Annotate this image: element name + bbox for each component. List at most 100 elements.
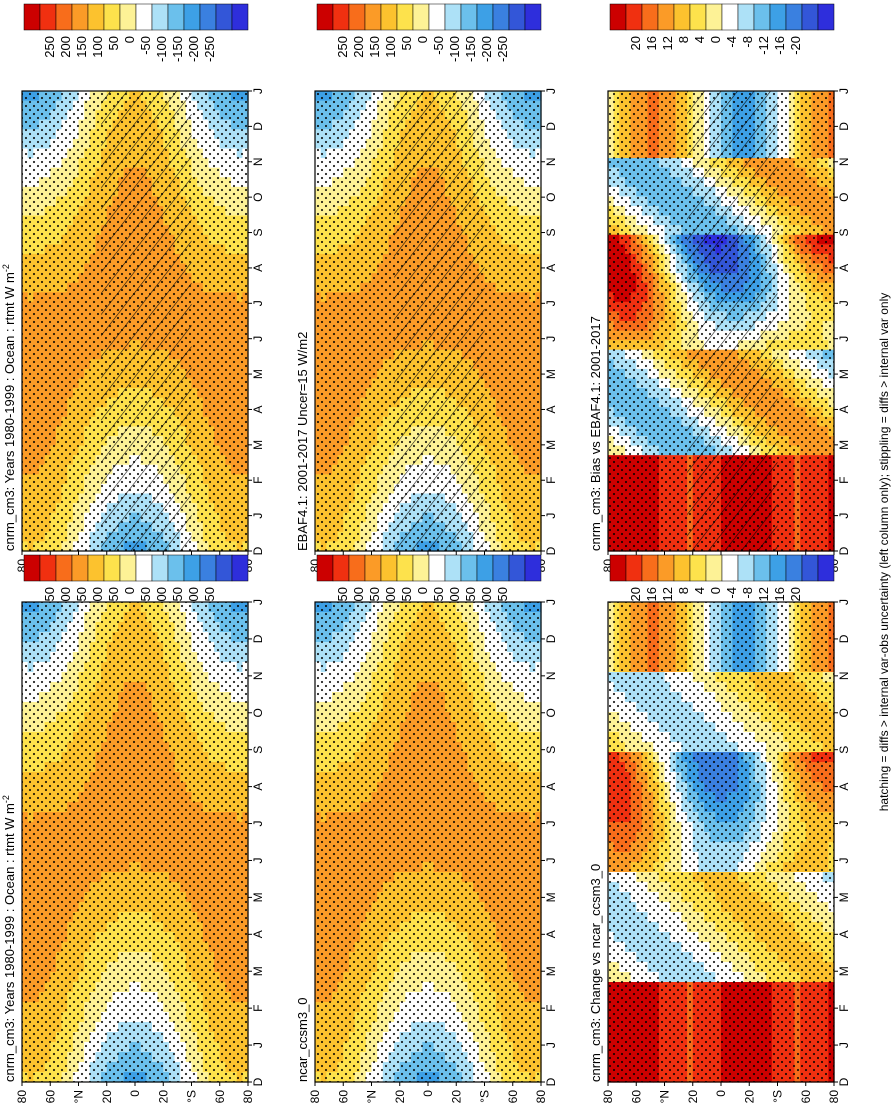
colorbar-swatch <box>103 3 121 31</box>
month-label: N <box>251 672 265 681</box>
month-label: S <box>251 229 265 237</box>
colorbar-swatch <box>183 554 201 582</box>
colorbar-swatch <box>231 3 249 31</box>
colorbar-label: 250 <box>42 36 57 58</box>
colorbar-label: -150 <box>463 36 478 62</box>
hatch-overlay <box>101 91 192 551</box>
colorbar-label: 50 <box>399 36 414 50</box>
colorbar-label: 100 <box>90 36 105 58</box>
month-label: J <box>251 513 265 519</box>
colorbar-swatch <box>87 554 105 582</box>
panel-title-superscript: -2 <box>1 264 11 272</box>
lat-label: 80 <box>15 1090 29 1104</box>
month-label: J <box>251 336 265 342</box>
month-label: J <box>251 599 265 605</box>
month-label: J <box>251 857 265 863</box>
colorbar-label: -150 <box>170 36 185 62</box>
colorbar-swatch <box>151 3 169 31</box>
month-label: D <box>251 546 265 555</box>
colorbar-swatch <box>119 3 137 31</box>
colorbar-label: 0 <box>122 587 137 594</box>
colorbar-label: 100 <box>383 36 398 58</box>
panel-title-text: cnrm_cm3: Years 1980-1999 : Ocean : rtmt… <box>2 272 17 551</box>
colorbar-0: 250 200 150 100 50 0 -50 -100 -150 -200 -250 <box>23 3 249 62</box>
colorbar-swatch <box>39 554 57 582</box>
colorbar-label: 0 <box>122 36 137 43</box>
lat-label: 0 <box>128 1090 142 1097</box>
month-label: F <box>251 1004 265 1011</box>
colorbar-swatch <box>55 554 73 582</box>
colorbar-swatch <box>231 554 249 582</box>
panel-title-text: cnrm_cm3: Years 1980-1999 : Ocean : rtmt… <box>2 803 17 1082</box>
colorbar-swatch <box>183 3 201 31</box>
panel-1: 250 200 150 100 50 0 -50 -100 -150 -200 -250DJFMAM… <box>1 554 265 1104</box>
colorbar-swatch <box>428 3 446 31</box>
colorbar-label: 50 <box>106 36 121 50</box>
colorbar-swatch <box>364 3 382 31</box>
colorbar-swatch <box>167 554 185 582</box>
colorbar-swatch <box>215 554 233 582</box>
month-label: M <box>251 966 265 976</box>
panel-title: cnrm_cm3: Years 1980-1999 : Ocean : rtmt… <box>1 795 17 1082</box>
colorbar-label: 200 <box>351 36 366 58</box>
colorbar-label: 250 <box>335 36 350 58</box>
colorbar-swatch <box>412 3 430 31</box>
lat-label: 60 <box>213 1090 227 1104</box>
colorbar-swatch <box>460 3 478 31</box>
colorbar-swatch <box>199 3 217 31</box>
colorbar-swatch <box>348 3 366 31</box>
lat-label: 60 <box>43 1090 57 1104</box>
colorbar-swatch <box>23 554 41 582</box>
colorbar-label: -250 <box>202 36 217 62</box>
colorbar-label: 150 <box>367 36 382 58</box>
month-label: D <box>251 122 265 131</box>
lat-label: °N <box>72 1090 86 1103</box>
panel-title: cnrm_cm3: Years 1980-1999 : Ocean : rtmt… <box>1 264 17 551</box>
month-label: O <box>251 192 265 201</box>
colorbar-swatch <box>135 554 153 582</box>
month-label: O <box>251 708 265 717</box>
colorbar-label: -250 <box>495 36 510 62</box>
month-label: J <box>251 300 265 306</box>
month-label: F <box>251 477 265 484</box>
stipple-overlay <box>22 602 248 1082</box>
month-label: J <box>251 1042 265 1048</box>
colorbar-swatch <box>151 554 169 582</box>
month-label: J <box>251 88 265 94</box>
colorbar-label: 50 <box>106 587 121 601</box>
month-label: M <box>251 440 265 450</box>
month-label: M <box>251 892 265 902</box>
colorbar-swatch <box>332 3 350 31</box>
colorbar-swatch <box>380 3 398 31</box>
colorbar-swatch <box>444 3 462 31</box>
lat-label: 80 <box>241 1090 255 1104</box>
month-label: A <box>251 930 265 938</box>
panel-0: 250 200 150 100 50 0 -50 -100 -150 -200 -250DJFMAM… <box>1 3 265 572</box>
colorbar-swatch <box>87 3 105 31</box>
lat-label: °S <box>185 1090 199 1103</box>
colorbar-label: -100 <box>154 36 169 62</box>
colorbar-label: -100 <box>447 36 462 62</box>
colorbar-label: -50 <box>431 36 446 55</box>
colorbar-label: -200 <box>186 36 201 62</box>
colorbar-swatch <box>103 554 121 582</box>
colorbar-swatch <box>524 3 542 31</box>
colorbar-swatch <box>135 3 153 31</box>
colorbar-label: 200 <box>58 36 73 58</box>
colorbar-swatch <box>39 3 57 31</box>
colorbar-swatch <box>55 3 73 31</box>
month-label: A <box>251 264 265 272</box>
colorbar-swatch <box>215 3 233 31</box>
colorbar-swatch <box>508 3 526 31</box>
colorbar-swatch <box>167 3 185 31</box>
month-label: S <box>251 746 265 754</box>
colorbar-swatch <box>316 3 334 31</box>
panel-title-superscript: -2 <box>1 795 11 803</box>
colorbar-swatch <box>71 554 89 582</box>
month-label: D <box>251 1077 265 1086</box>
colorbar-swatch <box>71 3 89 31</box>
month-label: A <box>251 783 265 791</box>
month-label: A <box>251 405 265 413</box>
lat-label: 20 <box>156 1090 170 1104</box>
